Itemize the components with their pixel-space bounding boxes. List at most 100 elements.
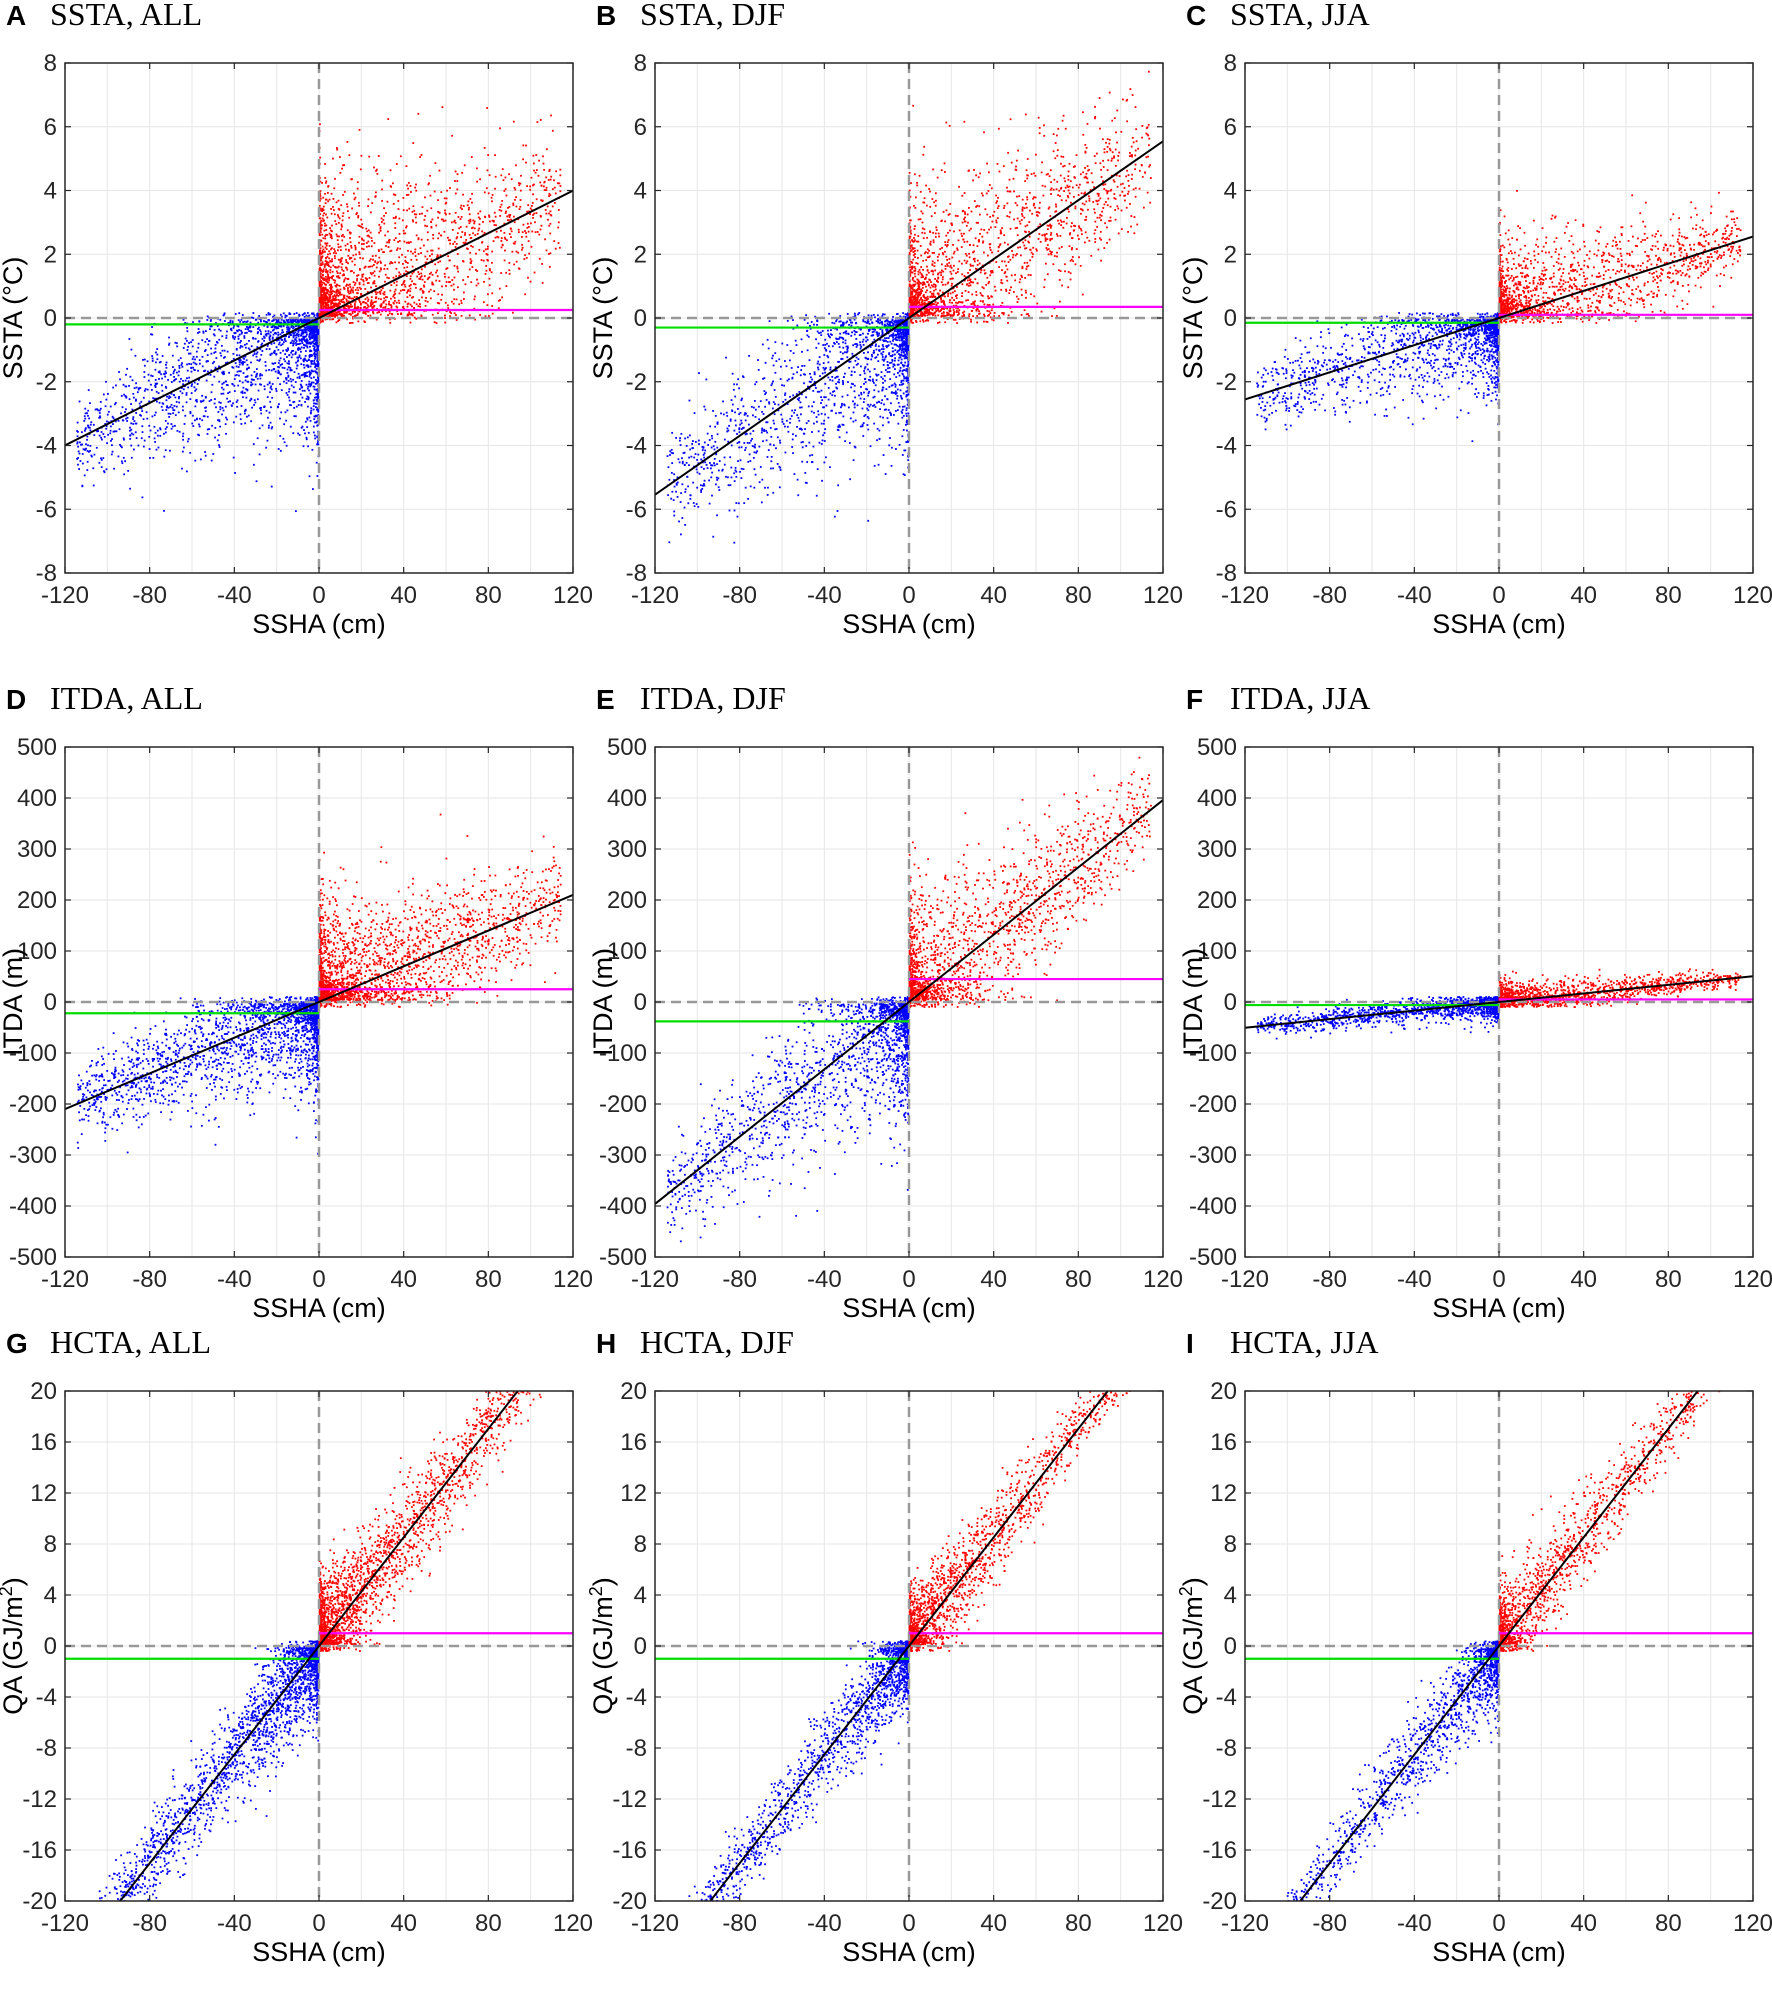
positive-point (390, 261, 392, 263)
positive-point (322, 196, 325, 199)
positive-point (318, 233, 321, 236)
negative-point (121, 406, 124, 409)
negative-point (294, 381, 297, 383)
panel-b: B SSTA, DJF -120 -80 -40 0 40 80 120 -8 -6 -4 -2 0 2… (588, 0, 1183, 664)
negative-point (98, 461, 101, 464)
positive-point (349, 290, 352, 292)
positive-point (362, 280, 365, 283)
positive-point (343, 190, 346, 193)
negative-point (818, 356, 821, 358)
positive-point (451, 300, 453, 303)
negative-point (740, 428, 743, 430)
positive-point (428, 276, 431, 279)
negative-point (270, 427, 273, 430)
positive-point (388, 239, 391, 241)
negative-point (268, 382, 271, 385)
negative-point (210, 369, 213, 372)
positive-point (350, 246, 353, 249)
negative-point (182, 383, 185, 386)
negative-point (138, 387, 140, 390)
positive-point (398, 217, 401, 220)
positive-point (365, 279, 368, 282)
negative-point (148, 448, 151, 450)
positive-point (409, 277, 412, 280)
positive-point (468, 314, 471, 317)
positive-point (357, 289, 360, 292)
negative-point (177, 359, 180, 362)
negative-point (246, 368, 248, 371)
negative-point (122, 383, 125, 386)
positive-point (326, 310, 329, 313)
positive-point (372, 282, 375, 285)
positive-point (346, 205, 349, 208)
positive-point (348, 249, 350, 252)
negative-point (130, 348, 133, 351)
positive-point (330, 288, 333, 290)
negative-point (285, 377, 287, 379)
negative-point (128, 384, 130, 387)
negative-point (317, 360, 320, 363)
negative-point (250, 420, 253, 423)
negative-point (244, 332, 247, 334)
positive-point (375, 191, 377, 194)
positive-point (321, 263, 324, 266)
negative-point (189, 352, 192, 355)
negative-point (313, 349, 316, 352)
positive-point (319, 251, 322, 254)
positive-point (525, 161, 527, 164)
positive-point (545, 189, 548, 192)
positive-point (509, 214, 512, 216)
negative-point (187, 352, 190, 355)
negative-point (191, 358, 194, 360)
negative-point (311, 488, 314, 490)
negative-point (251, 316, 253, 319)
positive-point (335, 305, 337, 307)
positive-point (328, 296, 331, 298)
positive-point (482, 301, 485, 304)
positive-point (409, 303, 412, 306)
negative-point (816, 468, 819, 471)
positive-point (320, 287, 323, 290)
positive-point (411, 280, 413, 283)
negative-point (221, 413, 223, 416)
positive-point (347, 262, 349, 265)
negative-point (157, 392, 160, 395)
negative-point (298, 320, 301, 323)
negative-point (129, 429, 131, 432)
negative-point (237, 325, 240, 328)
negative-point (297, 319, 300, 322)
positive-point (362, 243, 365, 245)
positive-point (531, 201, 534, 204)
positive-point (345, 248, 347, 251)
positive-point (319, 207, 322, 210)
positive-point (386, 267, 389, 270)
positive-point (329, 312, 332, 315)
negative-point (243, 361, 246, 364)
positive-point (529, 280, 532, 283)
negative-point (173, 409, 176, 412)
negative-point (204, 340, 207, 343)
positive-point (338, 235, 340, 238)
negative-point (852, 411, 855, 414)
negative-point (215, 357, 218, 359)
negative-point (289, 404, 291, 406)
positive-point (464, 241, 467, 244)
negative-point (88, 450, 90, 453)
positive-point (494, 187, 497, 190)
negative-point (785, 365, 788, 368)
negative-point (78, 441, 81, 444)
negative-point (317, 394, 319, 396)
positive-point (517, 251, 520, 254)
positive-point (543, 181, 546, 184)
x-axis-label: SSHA (cm) (252, 609, 386, 639)
negative-point (173, 394, 175, 397)
negative-point (312, 334, 315, 336)
negative-point (169, 412, 172, 415)
negative-point (184, 414, 187, 417)
negative-point (859, 365, 862, 368)
negative-point (277, 369, 280, 372)
negative-point (260, 344, 263, 346)
negative-point (297, 331, 300, 333)
negative-point (309, 411, 312, 414)
negative-point (250, 345, 253, 348)
